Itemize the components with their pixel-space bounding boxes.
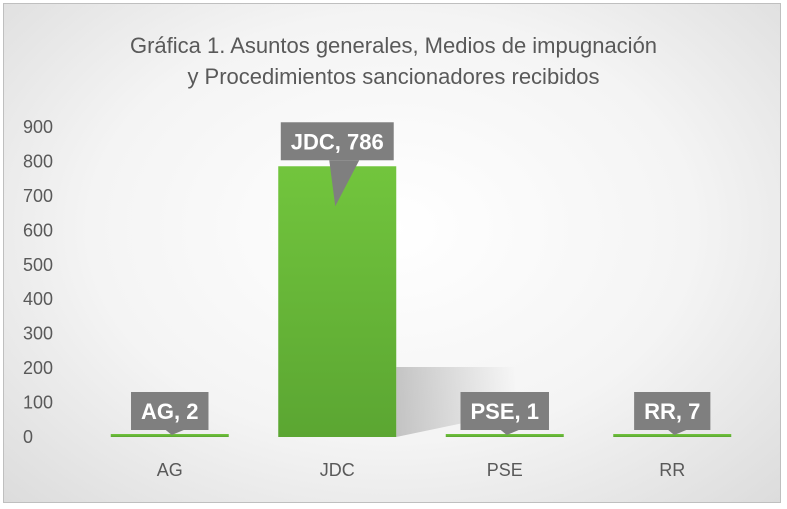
y-tick-label: 600 — [23, 220, 53, 240]
x-category-label: JDC — [320, 460, 355, 480]
y-tick-label: 100 — [23, 393, 53, 413]
bar-rr — [613, 434, 732, 437]
y-tick-label: 0 — [23, 427, 33, 447]
data-label-box — [460, 392, 549, 430]
data-label-text: AG, 2 — [141, 399, 198, 424]
data-label-box — [280, 122, 394, 161]
y-tick-label: 900 — [23, 117, 53, 137]
x-category-label: AG — [157, 460, 183, 480]
y-tick-label: 300 — [23, 324, 53, 344]
y-tick-label: 700 — [23, 186, 53, 206]
data-label-text: PSE, 1 — [471, 399, 539, 424]
bar-jdc — [278, 166, 397, 437]
data-label: AG, 2 — [131, 392, 209, 435]
bar-shadow — [396, 367, 517, 437]
chart-title-line-1: Gráfica 1. Asuntos generales, Medios de … — [129, 33, 658, 58]
data-label-text: RR, 7 — [644, 399, 700, 424]
data-label: RR, 7 — [634, 392, 711, 435]
chart-title: Gráfica 1. Asuntos generales, Medios de … — [0, 30, 787, 92]
data-label-pointer — [500, 430, 519, 435]
data-label: PSE, 1 — [460, 392, 549, 435]
data-label-pointer — [329, 160, 360, 207]
bar-pse — [445, 434, 564, 437]
data-label-text: JDC, 786 — [291, 129, 384, 154]
data-label: JDC, 786 — [280, 122, 394, 207]
data-label-box — [634, 392, 711, 430]
chart-title-line-2: y Procedimientos sancionadores recibidos — [187, 64, 600, 89]
y-tick-label: 200 — [23, 358, 53, 378]
x-category-label: RR — [659, 460, 685, 480]
data-label-pointer — [668, 430, 687, 435]
y-tick-label: 400 — [23, 289, 53, 309]
x-category-label: PSE — [487, 460, 523, 480]
data-label-box — [131, 392, 209, 430]
bar-ag — [110, 434, 229, 437]
data-label-pointer — [165, 430, 184, 435]
y-tick-label: 800 — [23, 151, 53, 171]
y-tick-label: 500 — [23, 255, 53, 275]
